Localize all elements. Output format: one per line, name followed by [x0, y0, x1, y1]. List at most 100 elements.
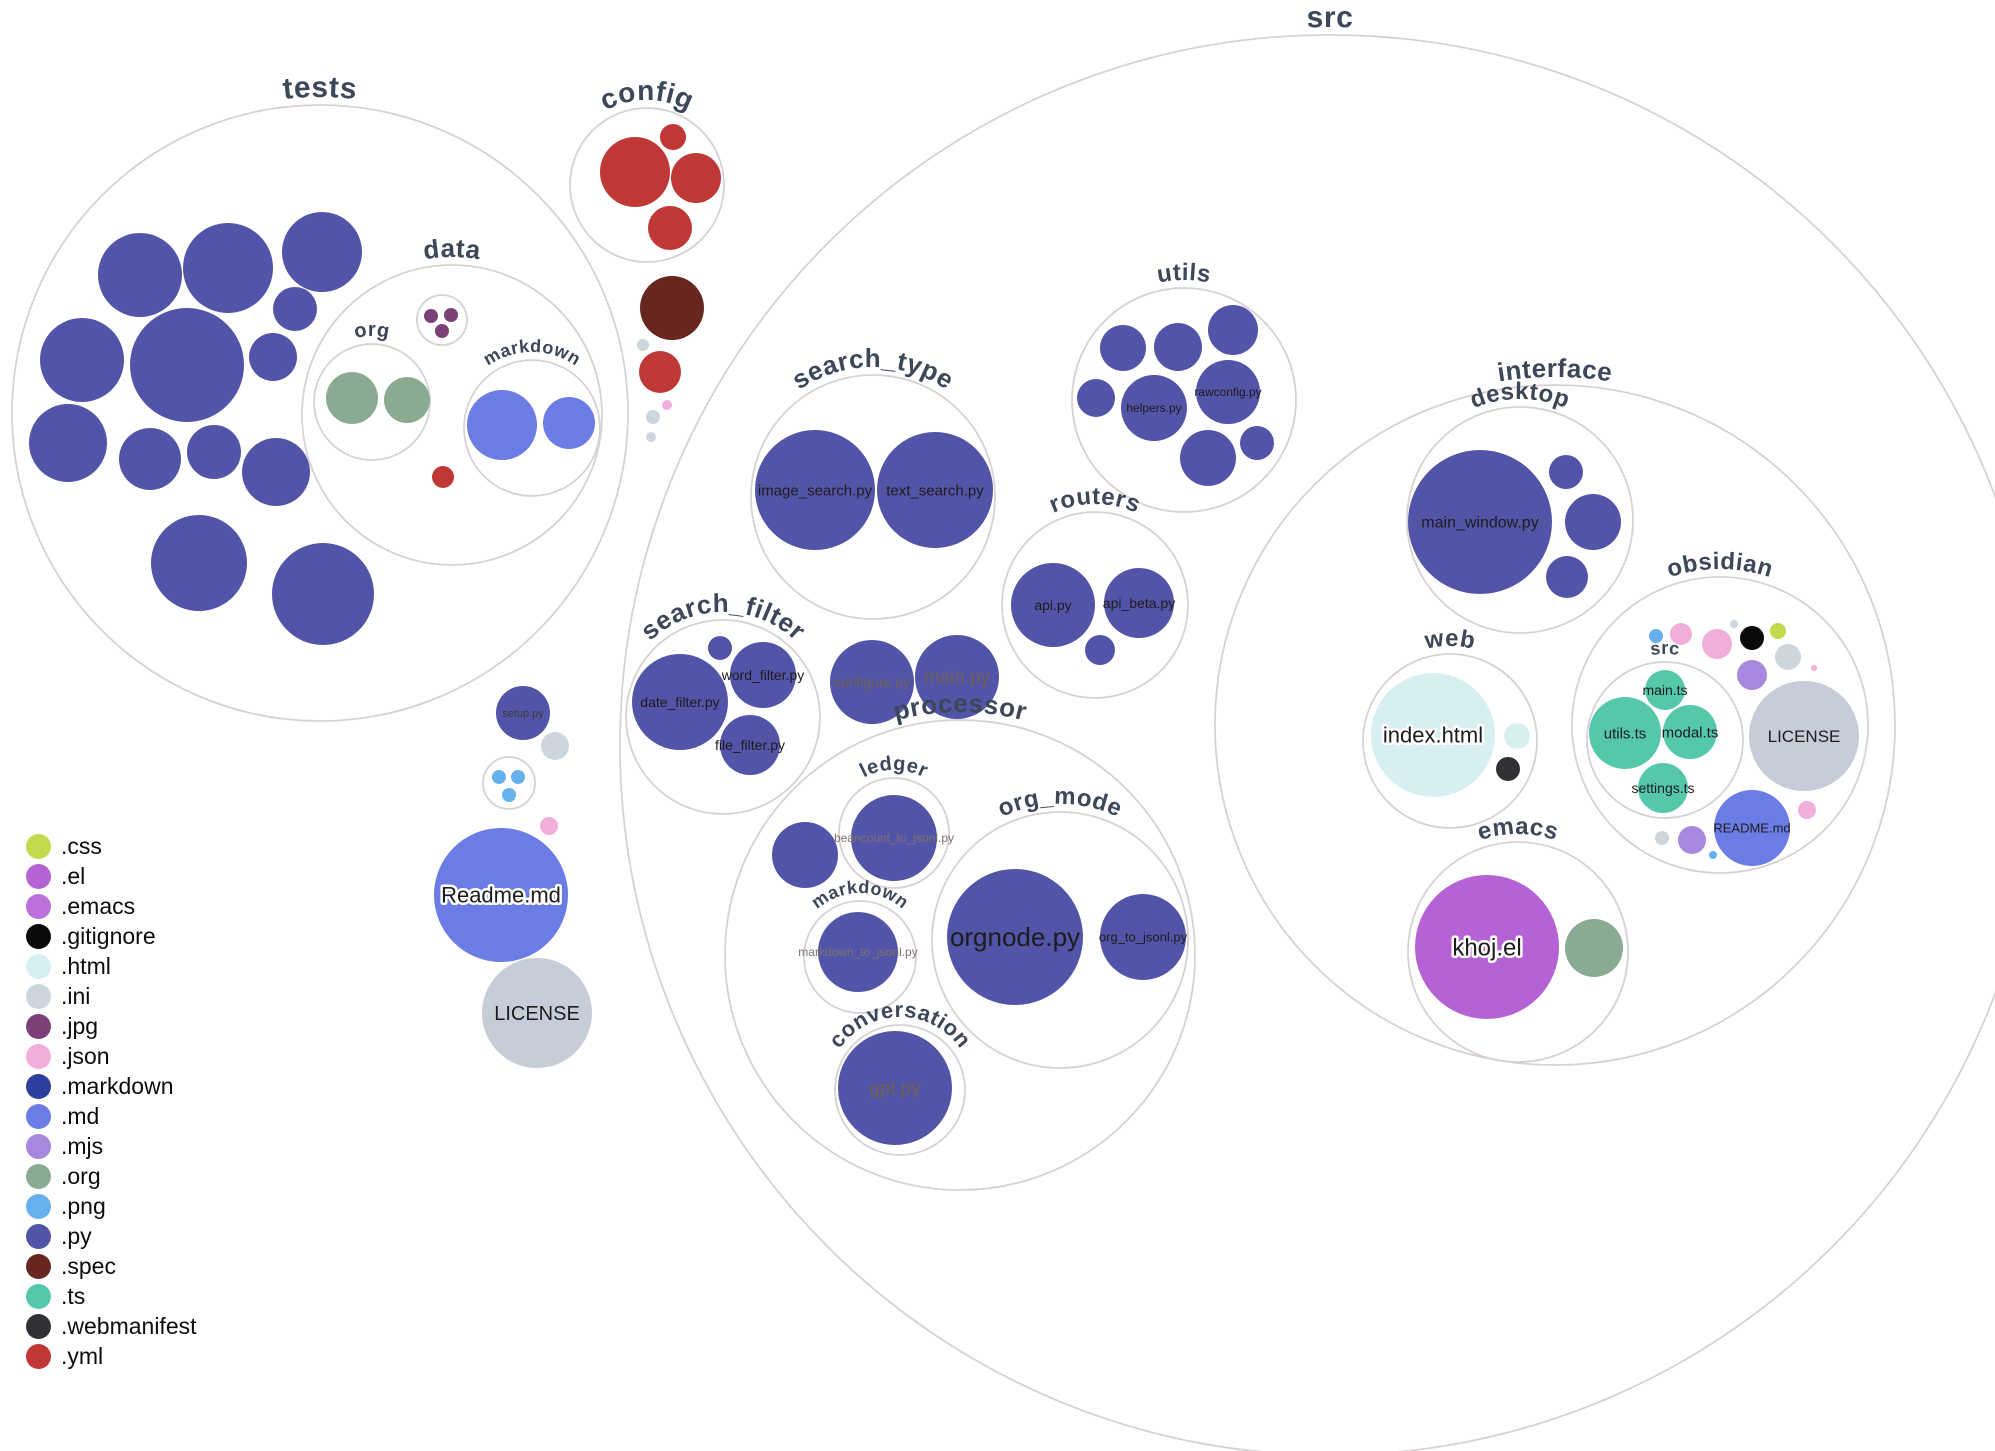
file-py-circle — [130, 308, 244, 422]
file-license-circle — [1749, 681, 1859, 791]
dir-routers-label: routers — [1045, 483, 1144, 519]
dir-emacs-circle — [1407, 841, 1629, 1063]
file-py-circle — [272, 543, 374, 645]
legend-extension-label: .png — [61, 1192, 106, 1219]
file-py-circle — [772, 822, 838, 888]
dir-org-circle — [313, 343, 431, 461]
legend-color-dot — [26, 983, 51, 1009]
file-orgnode-py-label: orgnode.py — [950, 922, 1080, 952]
dir-web-circle — [1362, 653, 1538, 829]
dir-markdown-circle — [803, 900, 917, 1014]
dir-web-label: web — [1422, 625, 1478, 655]
legend-extension-label: .jpg — [61, 1012, 99, 1039]
file-py-circle — [1546, 556, 1588, 598]
file-py-circle — [1100, 325, 1146, 371]
legend-item-yml: .yml — [26, 1341, 197, 1371]
legend-item-md: .md — [26, 1101, 197, 1131]
dir-org-mode-circle — [931, 811, 1189, 1069]
file-readme-md-circle — [1714, 790, 1790, 866]
file-date-filter-py-label: date_filter.py — [640, 694, 719, 710]
file-py-circle — [273, 287, 317, 331]
dir-markdown-label: markdown — [480, 336, 585, 370]
file-license-label: LICENSE — [1768, 727, 1841, 746]
legend-color-dot — [26, 923, 51, 949]
file-file-filter-py-circle — [720, 715, 780, 775]
file-helpers-py-circle — [1121, 375, 1187, 441]
legend-color-dot — [26, 1223, 51, 1249]
file-org-circle — [1565, 919, 1623, 977]
dir-src-label: src — [1649, 638, 1681, 659]
file-py-circle — [187, 425, 241, 479]
file-png-circle — [492, 770, 506, 784]
file-main-window-py-label: main_window.py — [1421, 515, 1538, 532]
dir-jpg-group-circle — [416, 294, 468, 346]
legend-color-dot — [26, 1013, 51, 1039]
file-khoj-el-circle — [1415, 875, 1559, 1019]
dir-routers-circle — [1001, 511, 1189, 699]
file-py-circle — [1154, 323, 1202, 371]
legend-item-mjs: .mjs — [26, 1131, 197, 1161]
file-json-circle — [1811, 665, 1817, 671]
legend-item-jpg: .jpg — [26, 1011, 197, 1041]
file-markdown-to-jsonl-py-label: markdown_to_jsonl.py — [798, 945, 917, 959]
legend-extension-label: .el — [61, 862, 86, 889]
file-api-beta-py-circle — [1104, 568, 1174, 638]
file-index-html-label: index.html — [1383, 723, 1483, 748]
dir-src-circle — [619, 34, 1995, 1451]
dir-markdown-circle — [463, 359, 601, 497]
file-utils-ts-circle — [1589, 697, 1661, 769]
legend-extension-label: .html — [61, 952, 111, 979]
file-main-window-py-circle — [1408, 450, 1552, 594]
legend-item-html: .html — [26, 951, 197, 981]
file-api-py-circle — [1011, 563, 1095, 647]
file-py-circle — [1208, 305, 1258, 355]
file-ini-circle — [541, 732, 569, 760]
file-khoj-el-label: khoj.el — [1452, 934, 1521, 961]
file-png-circle — [502, 788, 516, 802]
file-py-circle — [151, 515, 247, 611]
legend-item-webmanifest: .webmanifest — [26, 1311, 197, 1341]
legend-extension-label: .spec — [61, 1252, 116, 1279]
file-settings-ts-label: settings.ts — [1631, 780, 1694, 796]
dir-processor-circle — [724, 719, 1196, 1191]
legend-color-dot — [26, 1043, 51, 1069]
file-py-circle — [1085, 635, 1115, 665]
legend-color-dot — [26, 1133, 51, 1159]
legend-color-dot — [26, 863, 51, 889]
file-css-circle — [1770, 623, 1786, 639]
file-py-circle — [1565, 494, 1621, 550]
file-json-circle — [1670, 623, 1692, 645]
file-py-circle — [1180, 430, 1236, 486]
file-readme-md-label: README.md — [1713, 821, 1790, 836]
file-png-circle — [1709, 851, 1717, 859]
dir-search-filter-circle — [625, 619, 821, 815]
dir-emacs-label: emacs — [1474, 813, 1561, 846]
file-main-py-circle — [915, 635, 999, 719]
file-py-circle — [29, 404, 107, 482]
file-mjs-circle — [1737, 660, 1767, 690]
legend-extension-label: .ts — [61, 1282, 86, 1309]
legend-extension-label: .markdown — [61, 1072, 174, 1099]
dir-tests-label: tests — [281, 71, 358, 106]
file-py-circle — [282, 212, 362, 292]
dir-data-circle — [301, 264, 603, 566]
file-word-filter-py-label: word_filter.py — [721, 667, 804, 683]
file-webmanifest-circle — [1496, 757, 1520, 781]
legend-extension-label: .py — [61, 1222, 92, 1249]
legend-color-dot — [26, 833, 51, 859]
dir-ledger-circle — [838, 777, 950, 889]
file-license-circle — [482, 958, 592, 1068]
file-orgnode-py-circle — [947, 869, 1083, 1005]
legend-item-gitignore: .gitignore — [26, 921, 197, 951]
file-yml-circle — [600, 137, 670, 207]
file-ini-circle — [646, 432, 656, 442]
file-license-label: LICENSE — [494, 1003, 580, 1025]
file-setup-py-label: setup.py — [502, 708, 544, 720]
extension-legend: .css .el .emacs .gitignore .html .ini .jpg .jso… — [26, 831, 197, 1371]
file-py-circle — [119, 428, 181, 490]
file-py-circle — [1549, 455, 1583, 489]
legend-color-dot — [26, 1253, 51, 1279]
legend-extension-label: .webmanifest — [61, 1312, 197, 1339]
legend-extension-label: .ini — [61, 982, 91, 1009]
